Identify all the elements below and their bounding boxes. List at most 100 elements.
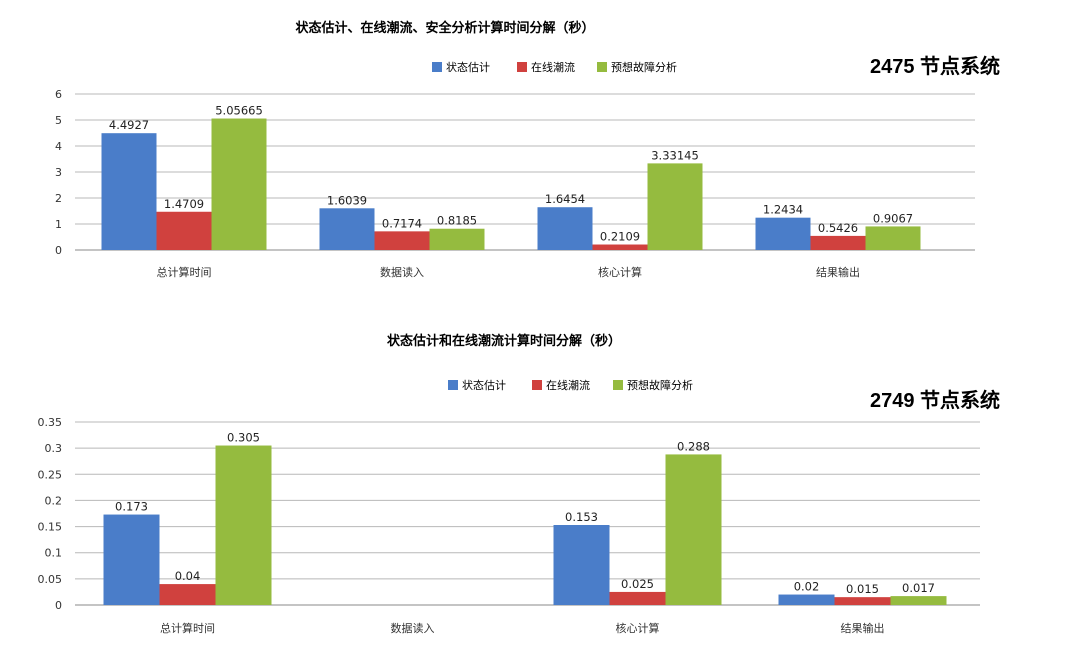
data-label: 1.4709 xyxy=(164,197,204,211)
system-label: 2749 节点系统 xyxy=(870,388,1000,412)
bar xyxy=(103,514,160,605)
bars xyxy=(103,445,947,605)
legend-swatch xyxy=(448,380,458,390)
chart-2475: 状态估计、在线潮流、安全分析计算时间分解（秒） 2475 节点系统 状态估计 在线… xyxy=(55,20,1000,279)
chart-title: 状态估计和在线潮流计算时间分解（秒） xyxy=(387,333,621,349)
legend-item: 状态估计 xyxy=(432,60,490,74)
category-label: 数据读入 xyxy=(380,265,424,279)
bar xyxy=(778,594,835,605)
category-label: 核心计算 xyxy=(598,265,642,279)
y-axis-ticks: 0 0.05 0.1 0.15 0.2 0.25 0.3 0.35 xyxy=(38,416,63,612)
bar xyxy=(810,235,866,250)
data-label: 0.02 xyxy=(794,580,820,594)
legend-label: 预想故障分析 xyxy=(627,378,693,392)
data-labels: 4.4927 1.4709 5.05665 1.6039 0.7174 0.8185 1.6… xyxy=(109,104,913,244)
bar xyxy=(537,207,593,250)
legend-swatch xyxy=(532,380,542,390)
category-label: 核心计算 xyxy=(616,621,660,635)
data-label: 0.8185 xyxy=(437,214,477,228)
data-label: 0.288 xyxy=(677,439,710,453)
legend: 状态估计 在线潮流 预想故障分析 xyxy=(432,60,677,74)
y-tick-label: 0.2 xyxy=(45,494,63,507)
y-axis-ticks: 0 1 2 3 4 5 6 xyxy=(55,88,62,257)
data-label: 0.173 xyxy=(115,500,148,514)
data-label: 0.2109 xyxy=(600,230,640,244)
y-tick-label: 0.35 xyxy=(38,416,63,429)
chart-2749: 状态估计和在线潮流计算时间分解（秒） 2749 节点系统 状态估计 在线潮流 预想故… xyxy=(38,333,1001,635)
category-label: 结果输出 xyxy=(841,621,885,635)
category-label: 结果输出 xyxy=(816,265,860,279)
y-tick-label: 0.3 xyxy=(45,442,63,455)
data-labels: 0.173 0.04 0.305 0.153 0.025 0.288 0.02 0.015 0.… xyxy=(115,431,935,597)
bar xyxy=(665,454,722,605)
data-label: 0.305 xyxy=(227,431,260,445)
y-tick-label: 6 xyxy=(55,88,62,101)
category-label: 数据读入 xyxy=(391,621,435,635)
legend-label: 状态估计 xyxy=(462,378,506,392)
legend-label: 在线潮流 xyxy=(546,378,590,392)
data-label: 5.05665 xyxy=(215,104,263,118)
y-tick-label: 0 xyxy=(55,599,62,612)
data-label: 0.9067 xyxy=(873,211,913,225)
legend: 状态估计 在线潮流 预想故障分析 xyxy=(448,378,693,392)
bar xyxy=(647,163,703,250)
gridlines xyxy=(75,421,980,606)
category-labels: 总计算时间 数据读入 核心计算 结果输出 xyxy=(157,265,861,279)
legend-label: 状态估计 xyxy=(446,60,490,74)
bar xyxy=(834,597,891,605)
legend-swatch xyxy=(432,62,442,72)
bar xyxy=(592,244,648,250)
legend-item: 在线潮流 xyxy=(517,60,575,74)
data-label: 0.7174 xyxy=(382,216,422,230)
legend-swatch xyxy=(613,380,623,390)
legend-item: 预想故障分析 xyxy=(597,60,677,74)
data-label: 3.33145 xyxy=(651,148,699,162)
y-tick-label: 0.05 xyxy=(38,573,63,586)
system-label: 2475 节点系统 xyxy=(870,54,1000,78)
bar xyxy=(156,211,212,250)
y-tick-label: 4 xyxy=(55,140,62,153)
bar xyxy=(609,591,666,605)
bar xyxy=(890,596,947,605)
bars xyxy=(101,118,921,250)
bar xyxy=(101,133,157,250)
bar xyxy=(159,584,216,605)
legend-swatch xyxy=(597,62,607,72)
category-label: 总计算时间 xyxy=(157,265,212,279)
legend-label: 预想故障分析 xyxy=(611,60,677,74)
y-tick-label: 5 xyxy=(55,114,62,127)
data-label: 0.015 xyxy=(846,582,879,596)
data-label: 1.2434 xyxy=(763,203,803,217)
y-tick-label: 0.15 xyxy=(38,521,63,534)
legend-label: 在线潮流 xyxy=(531,60,575,74)
data-label: 0.025 xyxy=(621,577,654,591)
chart-title: 状态估计、在线潮流、安全分析计算时间分解（秒） xyxy=(295,20,594,36)
data-label: 0.017 xyxy=(902,581,935,595)
y-tick-label: 2 xyxy=(55,192,62,205)
data-label: 4.4927 xyxy=(109,118,149,132)
legend-swatch xyxy=(517,62,527,72)
bar xyxy=(319,208,375,250)
y-tick-label: 0 xyxy=(55,244,62,257)
bar xyxy=(865,226,921,250)
data-label: 0.04 xyxy=(175,569,201,583)
bar xyxy=(215,445,272,605)
bar xyxy=(553,525,610,605)
bar xyxy=(211,118,267,250)
legend-item: 状态估计 xyxy=(448,378,506,392)
data-label: 1.6454 xyxy=(545,192,585,206)
data-label: 1.6039 xyxy=(327,193,367,207)
y-tick-label: 0.1 xyxy=(45,547,63,560)
bar xyxy=(374,231,430,250)
legend-item: 预想故障分析 xyxy=(613,378,693,392)
category-labels: 总计算时间 数据读入 核心计算 结果输出 xyxy=(160,621,885,635)
y-tick-label: 1 xyxy=(55,218,62,231)
category-label: 总计算时间 xyxy=(160,621,215,635)
data-label: 0.5426 xyxy=(818,221,858,235)
bar xyxy=(755,217,811,250)
bar xyxy=(429,228,485,250)
legend-item: 在线潮流 xyxy=(532,378,590,392)
y-tick-label: 0.25 xyxy=(38,468,63,481)
